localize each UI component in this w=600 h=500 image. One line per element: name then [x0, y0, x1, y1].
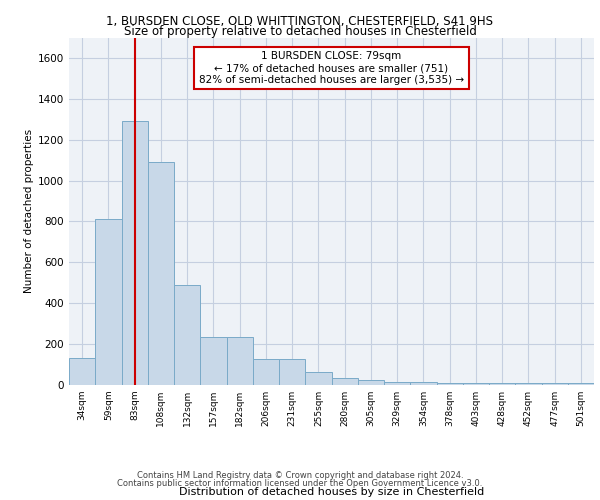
Bar	[279, 360, 305, 385]
Bar	[410, 382, 437, 385]
Bar	[384, 382, 410, 385]
Bar	[542, 383, 568, 385]
Bar	[121, 122, 148, 385]
Bar	[331, 378, 358, 385]
Bar	[515, 383, 542, 385]
Bar	[358, 380, 384, 385]
Text: 1, BURSDEN CLOSE, OLD WHITTINGTON, CHESTERFIELD, S41 9HS: 1, BURSDEN CLOSE, OLD WHITTINGTON, CHEST…	[107, 15, 493, 28]
Text: Contains HM Land Registry data © Crown copyright and database right 2024.: Contains HM Land Registry data © Crown c…	[137, 471, 463, 480]
Bar	[227, 337, 253, 385]
Bar	[200, 337, 227, 385]
Bar	[69, 358, 95, 385]
Bar	[95, 220, 121, 385]
Bar	[437, 383, 463, 385]
Bar	[253, 360, 279, 385]
Text: Contains public sector information licensed under the Open Government Licence v3: Contains public sector information licen…	[118, 479, 482, 488]
Bar	[463, 383, 489, 385]
Bar	[174, 285, 200, 385]
Text: Size of property relative to detached houses in Chesterfield: Size of property relative to detached ho…	[124, 25, 476, 38]
Y-axis label: Number of detached properties: Number of detached properties	[24, 129, 34, 294]
Bar	[305, 372, 331, 385]
Bar	[568, 383, 594, 385]
Text: 1 BURSDEN CLOSE: 79sqm
← 17% of detached houses are smaller (751)
82% of semi-de: 1 BURSDEN CLOSE: 79sqm ← 17% of detached…	[199, 52, 464, 84]
Bar	[489, 383, 515, 385]
X-axis label: Distribution of detached houses by size in Chesterfield: Distribution of detached houses by size …	[179, 488, 484, 498]
Bar	[148, 162, 174, 385]
